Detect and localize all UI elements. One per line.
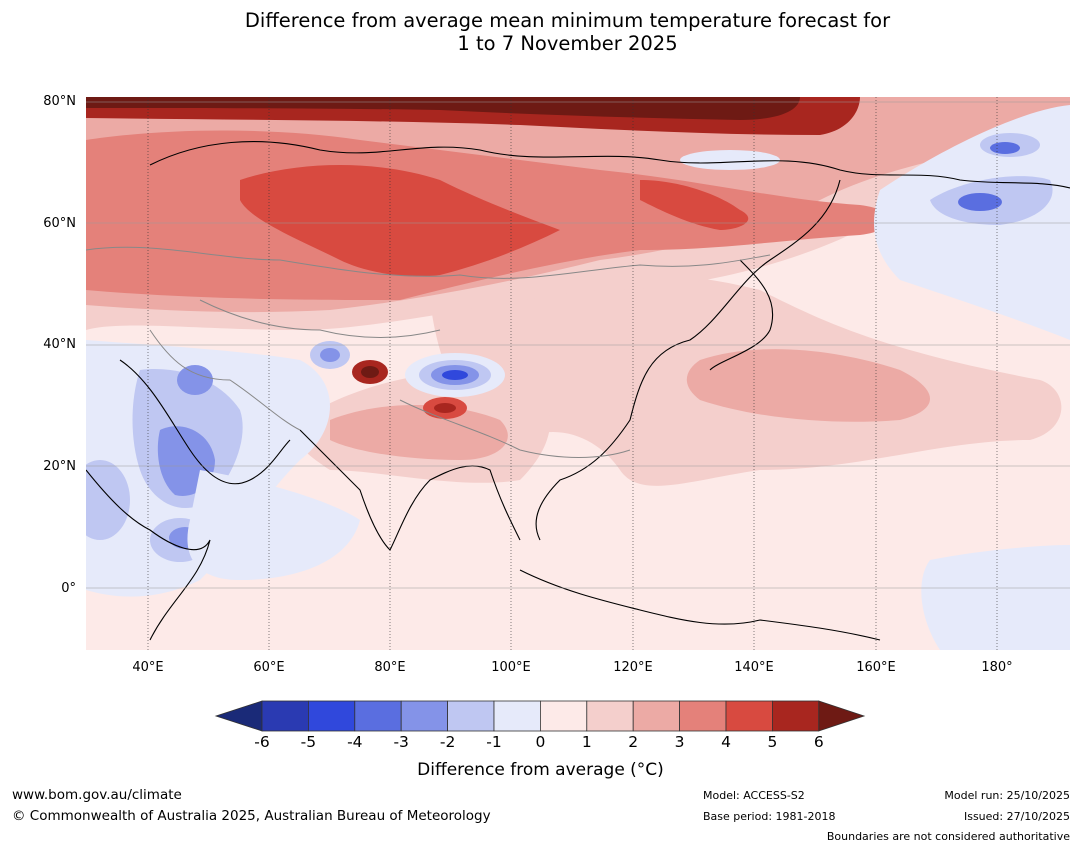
footer-model-run: Model run: 25/10/2025	[944, 789, 1070, 802]
colorbar-bin-minus4-minus3	[354, 700, 402, 732]
lat-label-40n: 40°N	[43, 337, 76, 352]
colorbar-tick-4: 4	[721, 733, 731, 751]
border-central-asia	[199, 299, 441, 338]
lat-label-20n: 20°N	[43, 459, 76, 474]
colorbar-bin-minus5-minus4	[307, 700, 356, 732]
anomaly-region-minus-1-0-siberia	[680, 150, 780, 170]
colorbar-tick-6: 6	[813, 733, 824, 751]
footer-base-period: Base period: 1981-2018	[703, 810, 836, 823]
coastline-arabia	[119, 359, 291, 485]
title-line-1: Difference from average mean minimum tem…	[244, 9, 891, 32]
colorbar-bin-5-6	[772, 700, 820, 732]
footer-model: Model: ACCESS-S2	[703, 789, 805, 802]
coastlines	[86, 141, 1070, 641]
colorbar-tick-3: 3	[674, 733, 685, 751]
anomaly-region-2-3-india	[330, 405, 508, 460]
colorbar-bin-0-1	[540, 700, 588, 732]
lon-label-80e: 80°E	[374, 660, 406, 675]
lon-label-140e: 140°E	[734, 660, 774, 675]
colorbar-tick-minus4: -4	[347, 733, 363, 751]
country-borders	[86, 246, 771, 458]
colorbar-tick-2: 2	[628, 733, 639, 751]
footer-website: www.bom.gov.au/climate	[12, 787, 182, 803]
colorbar-extend-above	[818, 700, 866, 732]
lon-label-120e: 120°E	[613, 660, 653, 675]
footer-issued: Issued: 27/10/2025	[963, 810, 1070, 823]
coastline-africa	[86, 469, 211, 641]
colorbar-tick-0: 0	[535, 733, 546, 751]
lat-label-80n: 80°N	[43, 94, 76, 109]
coastline-east-asia	[535, 179, 841, 541]
lon-label-100e: 100°E	[491, 660, 531, 675]
colorbar-bin-minus6-minus5	[261, 700, 309, 732]
colorbar-tick-minus3: -3	[393, 733, 409, 751]
title-line-2: 1 to 7 November 2025	[457, 32, 678, 55]
anomaly-region-minus-4-3-tarim	[442, 370, 468, 380]
colorbar-bin-minus2-minus1	[447, 700, 495, 732]
anomaly-region-minus-2-1-africa	[86, 460, 130, 540]
anomaly-region-minus-3-2-north-pacific	[958, 193, 1002, 211]
hotspot-tibet-core	[434, 403, 456, 413]
colorbar-tick-1: 1	[581, 733, 592, 751]
colorbar-bin-2-3	[632, 700, 681, 732]
anomaly-region-above-6-arctic	[86, 97, 800, 120]
colorbar-tick-minus5: -5	[300, 733, 317, 751]
lon-label-160e: 160°E	[856, 660, 896, 675]
anomaly-region-minus-3-2-pamir	[320, 348, 340, 362]
border-china-south	[399, 399, 631, 458]
anomaly-region-minus-1-0-indian-ocean	[187, 470, 360, 580]
border-russia-south	[86, 246, 771, 279]
coastline-japan	[709, 259, 774, 371]
hotspot-karakoram-core	[361, 366, 379, 378]
lat-label-60n: 60°N	[43, 216, 76, 231]
colorbar-tick-minus1: -1	[486, 733, 502, 751]
longitude-gridlines	[147, 97, 998, 650]
colorbar-bin-minus3-minus2	[400, 700, 449, 732]
latitude-gridlines	[86, 101, 1070, 589]
colorbar-bin-4-5	[725, 700, 773, 732]
colorbar	[214, 700, 866, 732]
footer-disclaimer: Boundaries are not considered authoritat…	[826, 830, 1070, 843]
anomaly-region-4-5-east	[640, 180, 749, 230]
colorbar-extend-below	[214, 700, 263, 732]
anomaly-region-minus-1-0-pacific-south	[921, 545, 1070, 650]
anomaly-region-minus-3-2-bering	[990, 142, 1020, 154]
anomaly-region-4-5	[240, 165, 560, 277]
lat-label-0: 0°	[61, 581, 76, 596]
lon-label-40e: 40°E	[132, 660, 164, 675]
colorbar-tick-minus6: -6	[254, 733, 270, 751]
footer-copyright: © Commonwealth of Australia 2025, Austra…	[12, 808, 491, 824]
coastline-arctic	[149, 141, 1070, 189]
chart-title: Difference from average mean minimum tem…	[0, 9, 1081, 55]
anomaly-region-2-3-pacific	[686, 349, 930, 422]
colorbar-label: Difference from average (°C)	[417, 760, 664, 780]
colorbar-bin-3-4	[679, 700, 727, 732]
lon-label-60e: 60°E	[253, 660, 285, 675]
coastline-indonesia	[519, 569, 881, 641]
colorbar-tick-minus2: -2	[439, 733, 456, 751]
colorbar-bin-1-2	[586, 700, 634, 732]
colorbar-bin-minus1-0	[493, 700, 541, 732]
colorbar-tick-5: 5	[767, 733, 778, 751]
coastline-south-asia	[299, 429, 521, 551]
temperature-anomaly-map	[86, 97, 1070, 650]
anomaly-region-minus-3-2-persia	[177, 365, 213, 395]
lon-label-180: 180°	[981, 660, 1013, 675]
border-middle-east	[149, 329, 301, 431]
